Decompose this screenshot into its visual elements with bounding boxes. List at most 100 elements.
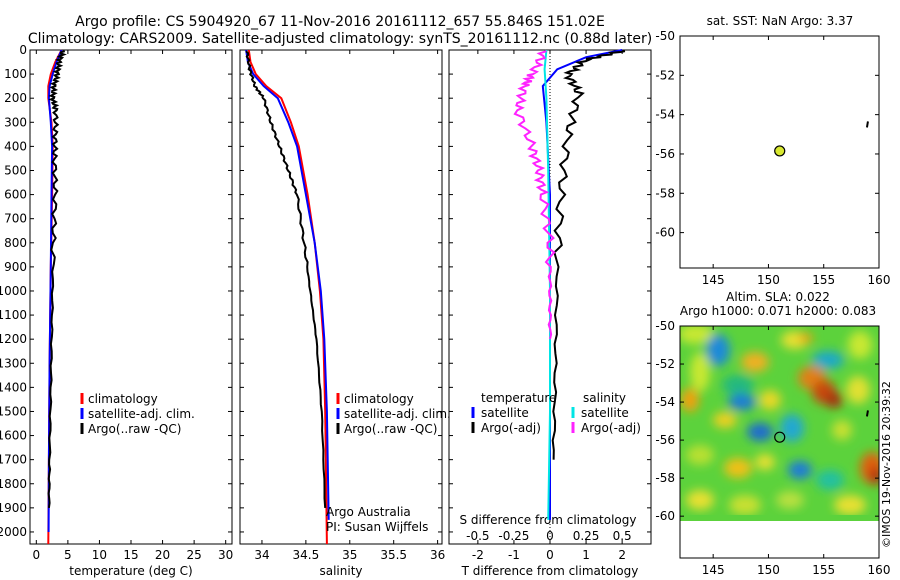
x-tick-label: 34 bbox=[254, 548, 269, 562]
legend-header: temperature bbox=[481, 391, 556, 405]
island-marker bbox=[865, 410, 869, 417]
y-tick-label: 100 bbox=[4, 67, 27, 81]
sla-map-title-line1: Altim. SLA: 0.022 bbox=[726, 290, 830, 304]
y-tick-label: -58 bbox=[655, 471, 675, 485]
legend-label: satellite-adj. clim. bbox=[88, 407, 195, 421]
y-tick-label: 800 bbox=[4, 236, 27, 250]
x-tick-label: 36 bbox=[430, 548, 445, 562]
y-tick-label: 1800 bbox=[0, 477, 27, 491]
y-tick-label: 200 bbox=[4, 91, 27, 105]
figure-title-line1: Argo profile: CS 5904920_67 11-Nov-2016 … bbox=[75, 14, 605, 30]
legend-label: Argo(..raw -QC) bbox=[344, 422, 437, 436]
x-tick-label: 145 bbox=[702, 273, 725, 287]
x-tick-label: 34.5 bbox=[293, 548, 320, 562]
y-tick-label: 1200 bbox=[0, 332, 27, 346]
y-tick-label: 1400 bbox=[0, 380, 27, 394]
y-tick-label: -56 bbox=[655, 433, 675, 447]
series-line bbox=[47, 50, 67, 509]
island-marker bbox=[865, 121, 869, 128]
x-tick-label: 1 bbox=[582, 548, 590, 562]
series-line bbox=[245, 50, 327, 508]
figure-title-line2: Climatology: CARS2009. Satellite-adjuste… bbox=[28, 31, 652, 47]
y-tick-label: 1900 bbox=[0, 501, 27, 515]
sla-map-title-line2: Argo h1000: 0.071 h2000: 0.083 bbox=[680, 304, 876, 318]
top-tick-label: -0.25 bbox=[498, 529, 529, 543]
x-axis-label: temperature (deg C) bbox=[69, 564, 192, 578]
salinity-panel bbox=[239, 49, 443, 545]
x-tick-label: 0 bbox=[546, 548, 554, 562]
legend-label: climatology bbox=[344, 392, 414, 406]
y-tick-label: 1300 bbox=[0, 356, 27, 370]
x-tick-label: 145 bbox=[702, 563, 725, 577]
y-tick-label: -50 bbox=[655, 319, 675, 333]
y-tick-label: 1600 bbox=[0, 429, 27, 443]
y-tick-label: 0 bbox=[19, 43, 27, 57]
x-tick-label: 5 bbox=[64, 548, 72, 562]
y-tick-label: -58 bbox=[655, 186, 675, 200]
x-tick-label: 35.5 bbox=[380, 548, 407, 562]
legend-header: salinity bbox=[583, 391, 626, 405]
y-tick-label: -50 bbox=[655, 29, 675, 43]
x-tick-label: 150 bbox=[757, 273, 780, 287]
series-line bbox=[543, 49, 551, 520]
x-axis-label: T difference from climatology bbox=[461, 564, 639, 578]
argo-position-marker bbox=[774, 145, 786, 157]
argo-position-marker bbox=[774, 431, 786, 443]
top-tick-label: 0 bbox=[546, 529, 554, 543]
y-tick-label: 900 bbox=[4, 260, 27, 274]
series-line bbox=[513, 50, 556, 340]
y-tick-label: -56 bbox=[655, 147, 675, 161]
legend-label: Argo(-adj) bbox=[481, 421, 541, 435]
x-tick-label: 160 bbox=[868, 273, 891, 287]
y-tick-label: 2000 bbox=[0, 525, 27, 539]
sst-map-title: sat. SST: NaN Argo: 3.37 bbox=[707, 14, 854, 28]
x-axis-label: salinity bbox=[319, 564, 362, 578]
y-tick-label: 400 bbox=[4, 139, 27, 153]
x-tick-label: -2 bbox=[472, 548, 484, 562]
x-tick-label: 160 bbox=[868, 563, 891, 577]
top-tick-label: 0.5 bbox=[613, 529, 632, 543]
x-tick-label: 20 bbox=[155, 548, 170, 562]
temperature-panel bbox=[29, 49, 233, 545]
y-tick-label: -54 bbox=[655, 108, 675, 122]
y-tick-label: 700 bbox=[4, 212, 27, 226]
x-tick-label: 15 bbox=[123, 548, 138, 562]
series-line bbox=[551, 50, 626, 460]
y-tick-label: 1100 bbox=[0, 308, 27, 322]
x-tick-label: 155 bbox=[812, 273, 835, 287]
legend-label: satellite bbox=[581, 406, 629, 420]
y-tick-label: -52 bbox=[655, 68, 675, 82]
y-tick-label: 1700 bbox=[0, 453, 27, 467]
x-tick-label: 10 bbox=[92, 548, 107, 562]
pi-label: PI: Susan Wijffels bbox=[326, 520, 428, 534]
legend-label: satellite-adj. clim. bbox=[344, 407, 451, 421]
y-tick-label: -60 bbox=[655, 226, 675, 240]
x-tick-label: 2 bbox=[618, 548, 626, 562]
x-tick-label: 30 bbox=[218, 548, 233, 562]
x-tick-label: 155 bbox=[812, 563, 835, 577]
sla-map-panel bbox=[679, 325, 880, 559]
operator-label: Argo Australia bbox=[326, 505, 411, 519]
legend-label: climatology bbox=[88, 392, 158, 406]
y-tick-label: 1000 bbox=[0, 284, 27, 298]
y-tick-label: 600 bbox=[4, 188, 27, 202]
x-tick-label: 0 bbox=[32, 548, 40, 562]
sla-heatmap bbox=[680, 326, 879, 521]
y-tick-label: 1500 bbox=[0, 404, 27, 418]
legend-label: Argo(-adj) bbox=[581, 421, 641, 435]
y-tick-label: -52 bbox=[655, 357, 675, 371]
y-tick-label: -54 bbox=[655, 395, 675, 409]
x-tick-label: 150 bbox=[757, 563, 780, 577]
x-tick-label: 35 bbox=[342, 548, 357, 562]
x-tick-label: 25 bbox=[186, 548, 201, 562]
y-tick-label: 300 bbox=[4, 115, 27, 129]
top-axis-label: S difference from climatology bbox=[460, 513, 637, 527]
y-tick-label: 500 bbox=[4, 163, 27, 177]
legend-label: satellite bbox=[481, 406, 529, 420]
series-line bbox=[245, 49, 330, 520]
series-line bbox=[47, 49, 63, 533]
legend-label: Argo(..raw -QC) bbox=[88, 422, 181, 436]
top-tick-label: -0.5 bbox=[466, 529, 489, 543]
x-tick-label: -1 bbox=[508, 548, 520, 562]
